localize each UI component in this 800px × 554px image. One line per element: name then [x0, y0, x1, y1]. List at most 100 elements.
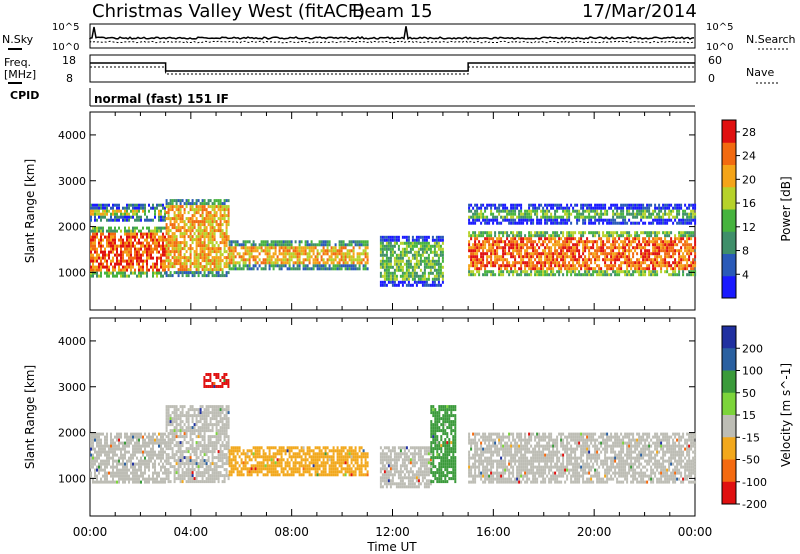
power-cell — [171, 217, 174, 221]
cpid-label: CPID — [10, 89, 39, 102]
power-cell — [405, 265, 408, 269]
power-cell — [138, 238, 140, 242]
power-cell — [680, 203, 683, 207]
power-cell — [175, 250, 178, 254]
power-cell — [205, 268, 208, 272]
vel-cell — [160, 459, 162, 463]
power-cell — [207, 271, 210, 275]
power-cell — [692, 267, 695, 271]
power-cell — [413, 277, 416, 281]
power-cell — [401, 283, 404, 287]
power-cell — [441, 256, 444, 260]
vel-cell — [197, 429, 200, 433]
power-cell — [164, 247, 166, 251]
power-cell — [100, 250, 102, 254]
power-cell — [490, 231, 493, 235]
power-cell — [680, 246, 683, 250]
power-cell — [298, 243, 301, 247]
power-cell — [183, 208, 186, 212]
vel-cell — [167, 474, 170, 478]
power-cell — [630, 258, 633, 262]
power-cell — [342, 264, 345, 268]
power-cell — [130, 268, 132, 272]
power-cell — [173, 217, 176, 221]
power-cell — [666, 206, 669, 210]
vel-cell — [187, 411, 190, 415]
power-cell — [217, 268, 220, 272]
power-cell — [588, 252, 591, 256]
power-cell — [620, 234, 623, 238]
power-cell — [419, 244, 422, 248]
power-cell — [656, 237, 659, 241]
power-cell — [496, 218, 499, 222]
power-cell — [486, 218, 489, 222]
vel-cell — [136, 474, 138, 478]
power-cell — [354, 240, 357, 244]
power-cell — [219, 223, 222, 227]
power-cell — [650, 203, 653, 207]
power-cell — [439, 244, 442, 248]
power-cell — [630, 221, 633, 225]
power-cell — [628, 273, 631, 277]
power-cell — [421, 277, 424, 281]
power-cell — [692, 234, 695, 238]
power-cell — [348, 255, 351, 259]
power-cell — [558, 234, 561, 238]
power-cell — [334, 258, 337, 262]
vel-cell — [193, 468, 196, 472]
power-cell — [199, 214, 202, 218]
power-cell — [201, 259, 204, 263]
power-cell — [173, 199, 176, 203]
vel-cell — [173, 405, 176, 409]
power-cell — [642, 231, 645, 235]
power-cell — [550, 261, 553, 265]
power-cell — [482, 243, 485, 247]
power-cell — [167, 262, 170, 266]
power-cell — [544, 240, 547, 244]
power-cell — [666, 252, 669, 256]
power-cell — [344, 264, 347, 268]
power-cell — [140, 203, 142, 207]
power-cell — [419, 256, 422, 260]
power-cell — [179, 226, 182, 230]
power-cell — [203, 271, 206, 275]
vel-cell — [122, 471, 124, 475]
power-cell — [530, 221, 533, 225]
power-cell — [280, 261, 283, 265]
power-cell — [664, 264, 667, 268]
power-cell — [478, 261, 481, 265]
power-cell — [660, 206, 663, 210]
power-cell — [574, 273, 577, 277]
power-cell — [494, 255, 497, 259]
vel-cell — [199, 420, 202, 424]
power-cell — [209, 262, 212, 266]
power-cell — [164, 268, 166, 272]
power-cell — [512, 221, 515, 225]
power-cell — [162, 218, 164, 222]
power-cell — [407, 271, 410, 275]
power-cell — [90, 238, 92, 242]
power-cell — [538, 252, 541, 256]
vel-cell — [148, 441, 150, 445]
power-cell — [393, 244, 396, 248]
power-cell — [622, 231, 625, 235]
vel-cell — [191, 480, 194, 484]
power-cell — [548, 255, 551, 259]
power-cell — [134, 238, 136, 242]
vel-cell — [173, 459, 176, 463]
power-cell — [642, 203, 645, 207]
power-cell — [221, 208, 224, 212]
vel-cell — [142, 459, 144, 463]
power-cell — [122, 268, 124, 272]
vel-cell — [152, 477, 154, 481]
vel-cell — [118, 459, 120, 463]
power-cell — [612, 215, 615, 219]
power-cell — [616, 234, 619, 238]
power-cell — [230, 240, 233, 244]
power-cell — [504, 240, 507, 244]
vel-cell — [167, 480, 170, 484]
power-cell — [421, 283, 424, 287]
vel-cell — [108, 447, 110, 451]
power-cell — [385, 238, 388, 242]
vel-cell — [100, 450, 102, 454]
